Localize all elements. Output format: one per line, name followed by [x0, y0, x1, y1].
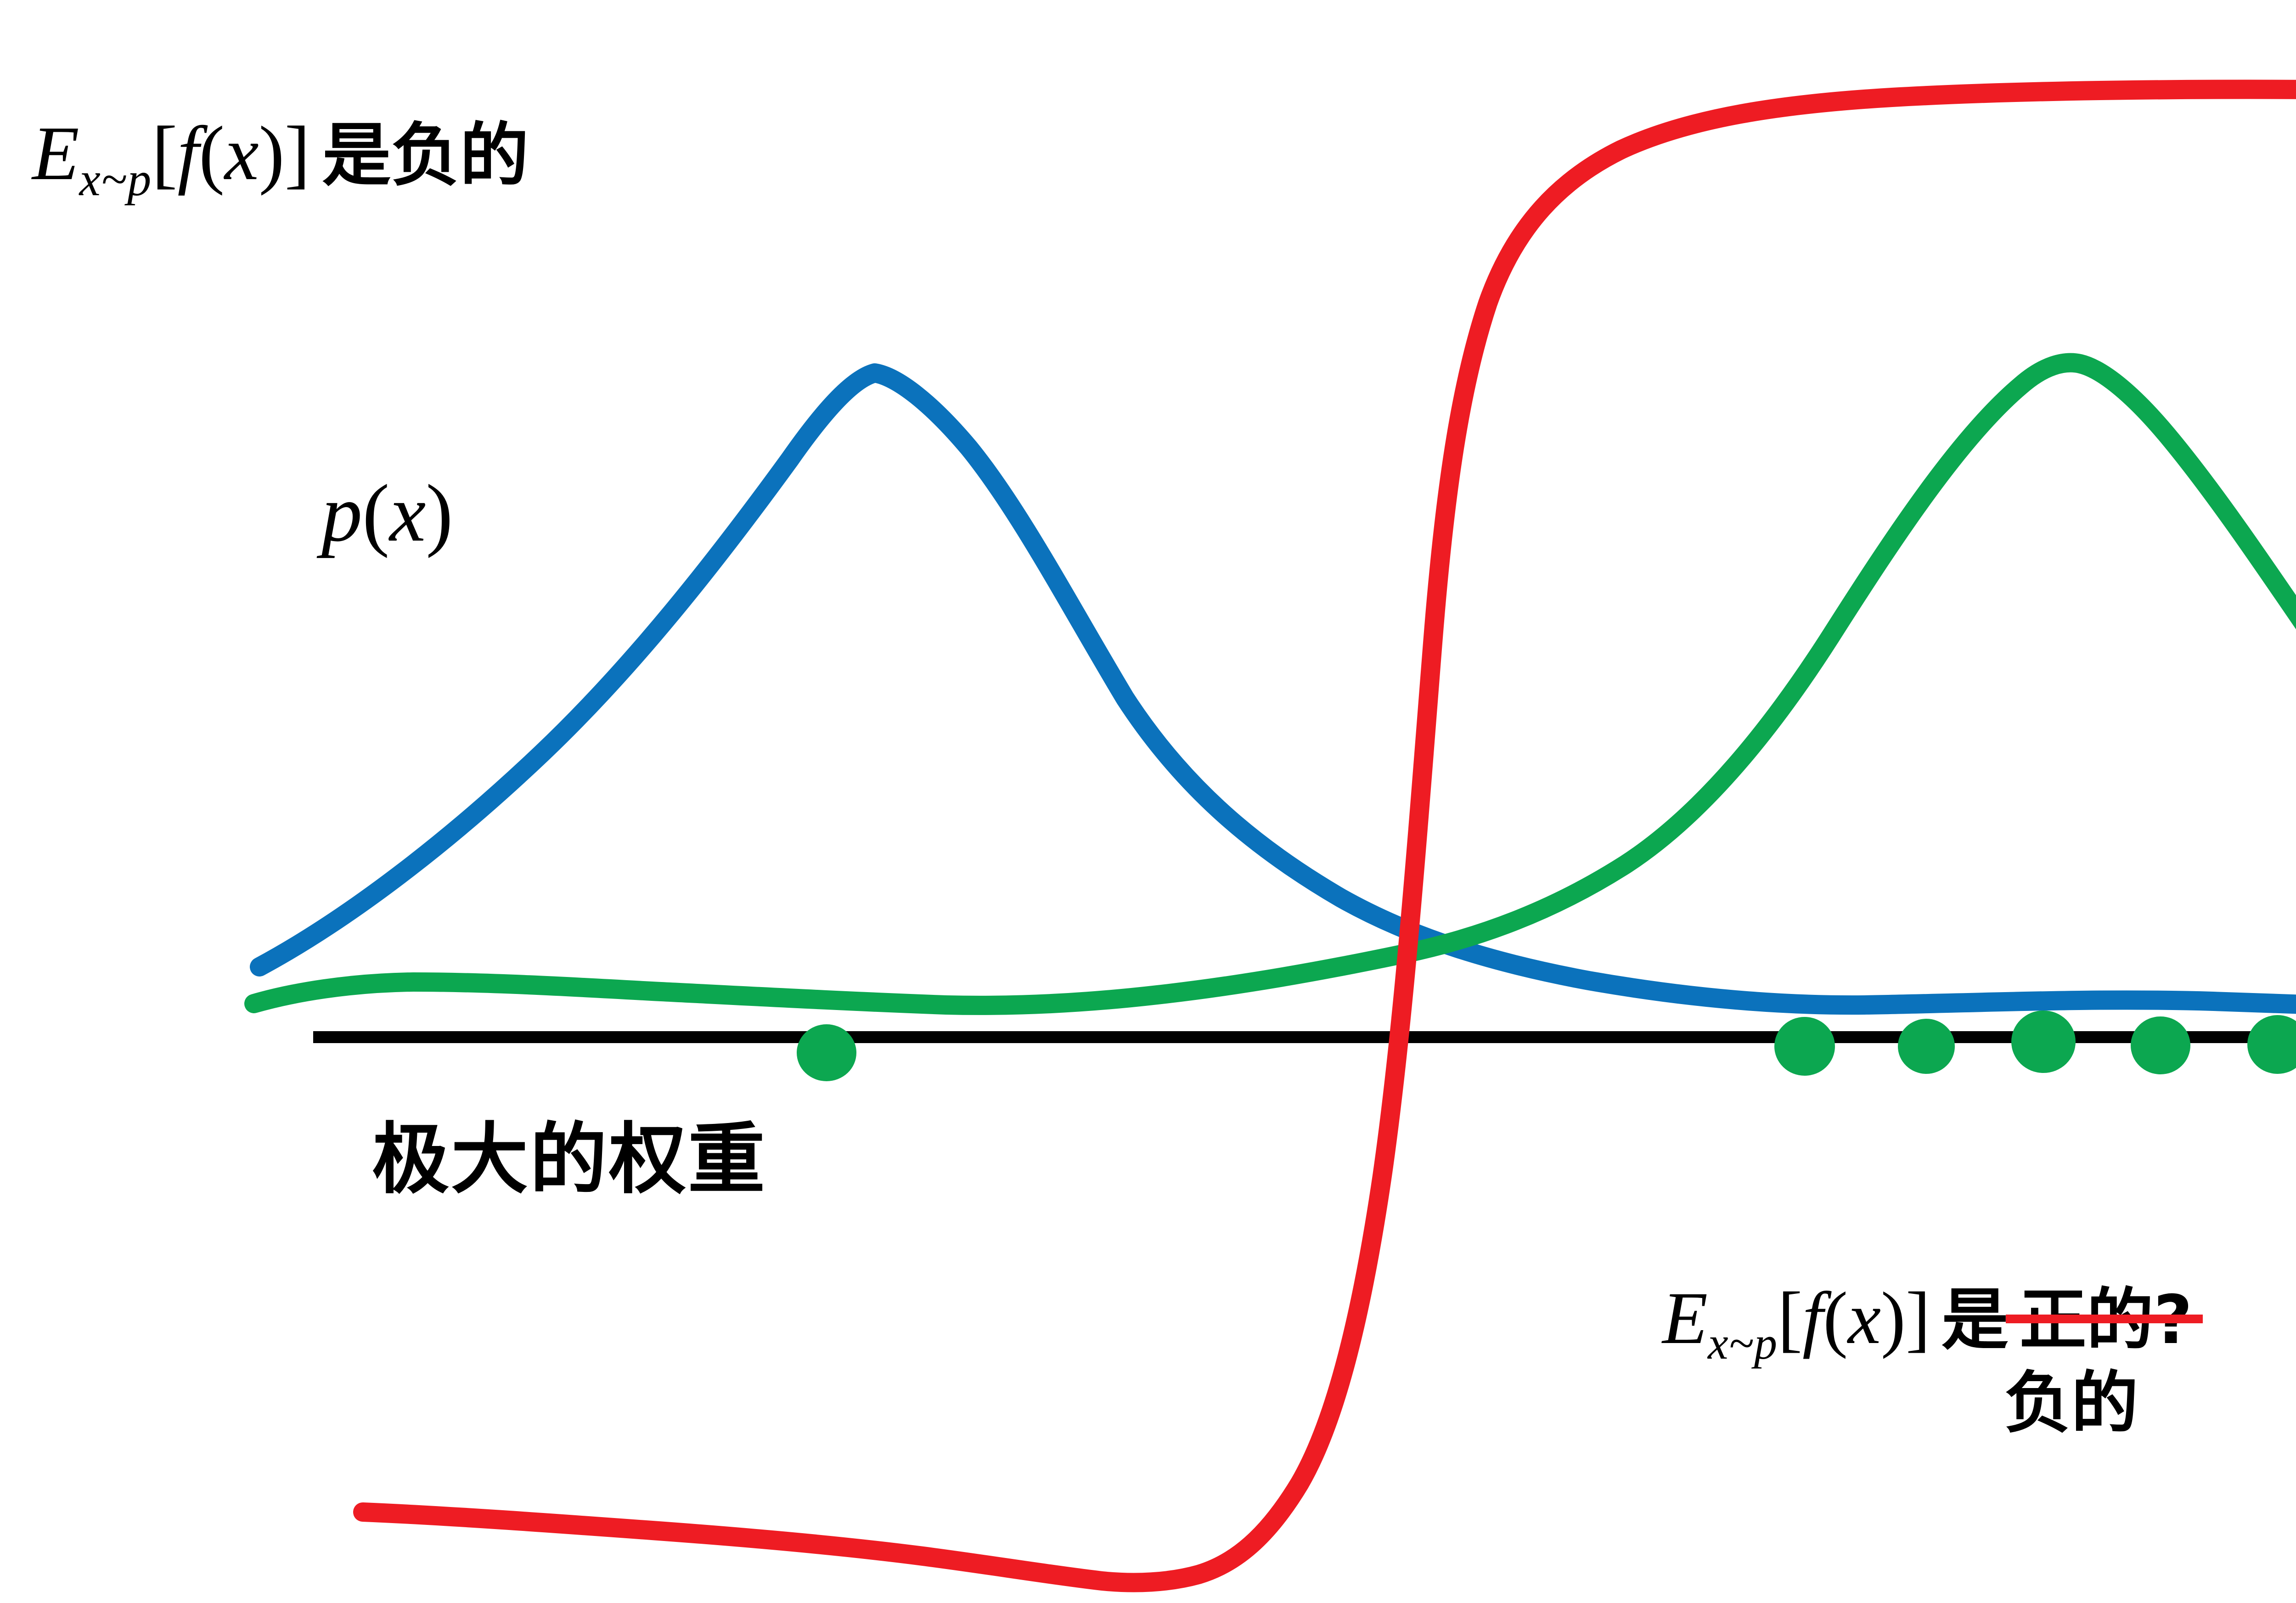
expectation-symbol: E [32, 111, 79, 196]
huge-weight-annotation: 极大的权重 [372, 1114, 767, 1204]
paren-open: ( [362, 468, 390, 559]
red-strikethrough-bar [2005, 1315, 2203, 1323]
bracket-open: [ [1778, 1277, 1803, 1360]
expectation-positive-line: Ex~p[f(x)] 是正的? [1662, 1277, 2203, 1366]
struck-text-wrapper: 正的? [2005, 1281, 2203, 1356]
variable-x: x [225, 111, 259, 196]
paren-open: ( [199, 111, 225, 196]
variable-x: x [389, 468, 426, 559]
expectation-positive-prefix: 是 [1941, 1281, 2009, 1359]
sample-dot [2011, 1010, 2076, 1073]
expectation-negative-text: 是负的 [322, 116, 529, 196]
expectation-subscript: x~p [79, 152, 152, 206]
sample-dot [2131, 1016, 2190, 1074]
paren-close: ) [426, 468, 453, 559]
expectation-positive-annotation: Ex~p[f(x)] 是正的? 负的 [1662, 1277, 2203, 1442]
function-f: f [1802, 1277, 1823, 1360]
expectation-subscript: x~p [1707, 1317, 1778, 1369]
sample-dots-group [797, 1010, 2296, 1081]
expectation-negative-annotation: Ex~p[f(x)] 是负的 [32, 111, 529, 203]
curve-q-x [244, 353, 2296, 1015]
sample-dot [1898, 1019, 1955, 1074]
expectation-symbol: E [1662, 1277, 1708, 1360]
sample-dot [797, 1024, 856, 1081]
paren-close: ) [1880, 1277, 1906, 1360]
expectation-correction: 负的 [2004, 1364, 2138, 1442]
sample-dot [2247, 1015, 2296, 1074]
bracket-close: ] [284, 111, 310, 196]
bracket-open: [ [152, 111, 178, 196]
paren-open: ( [1823, 1277, 1848, 1360]
variable-x: x [1848, 1277, 1881, 1360]
function-p: p [321, 468, 362, 559]
curve-label-p-x: p(x) [321, 472, 453, 554]
function-f: f [177, 111, 199, 196]
sample-dot [1774, 1017, 1835, 1076]
curve-p-x [250, 363, 2296, 1015]
paren-close: ) [259, 111, 285, 196]
curve-f-x [353, 79, 2296, 1592]
bracket-close: ] [1905, 1277, 1930, 1360]
